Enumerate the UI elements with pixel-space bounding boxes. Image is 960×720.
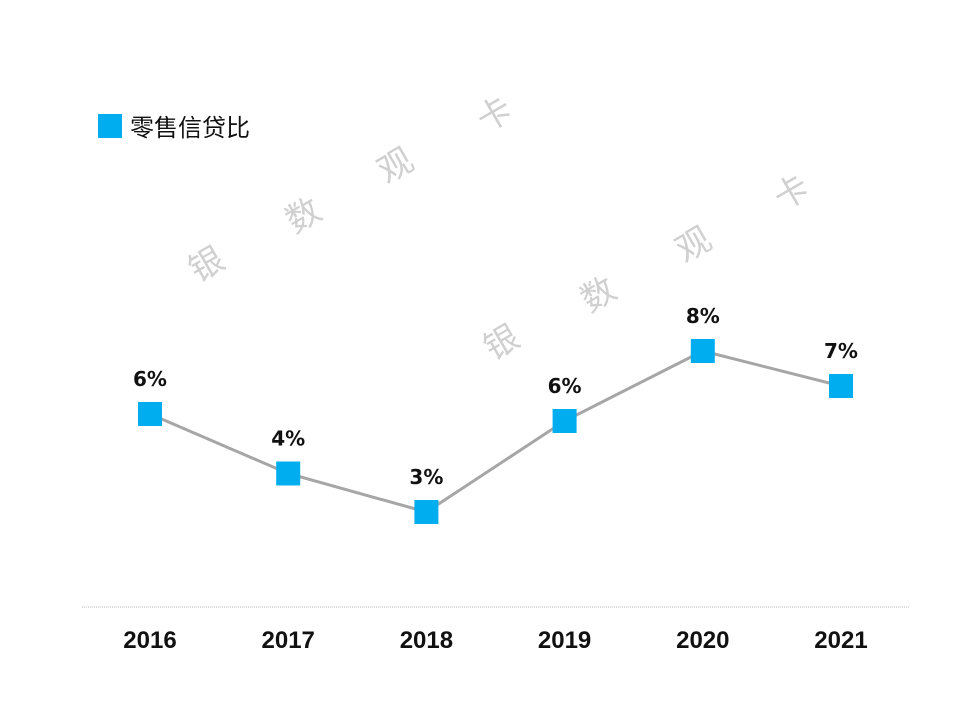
data-point-2021 — [829, 374, 853, 398]
x-tick-label: 2019 — [538, 627, 591, 654]
data-label-2017: 4% — [271, 427, 305, 451]
legend-label: 零售信贷比 — [130, 114, 250, 142]
data-label-2018: 3% — [409, 465, 443, 489]
x-tick-label: 2017 — [262, 627, 315, 654]
data-point-2017 — [276, 461, 301, 486]
legend-swatch — [98, 113, 122, 138]
data-label-2020: 8% — [686, 304, 720, 328]
data-label-2019: 6% — [548, 374, 582, 398]
x-tick-label: 2016 — [123, 627, 176, 654]
data-point-2020 — [690, 339, 715, 363]
x-tick-label: 2018 — [400, 627, 453, 654]
data-point-2018 — [414, 500, 439, 524]
data-label-2016: 6% — [133, 367, 167, 391]
x-tick-label: 2020 — [676, 627, 729, 654]
data-label-2021: 7% — [824, 339, 858, 363]
legend: 零售信贷比 — [98, 108, 250, 143]
series-line — [149, 349, 842, 514]
data-point-2019 — [552, 409, 577, 433]
data-point-2016 — [138, 402, 162, 426]
x-tick-label: 2021 — [814, 627, 867, 654]
